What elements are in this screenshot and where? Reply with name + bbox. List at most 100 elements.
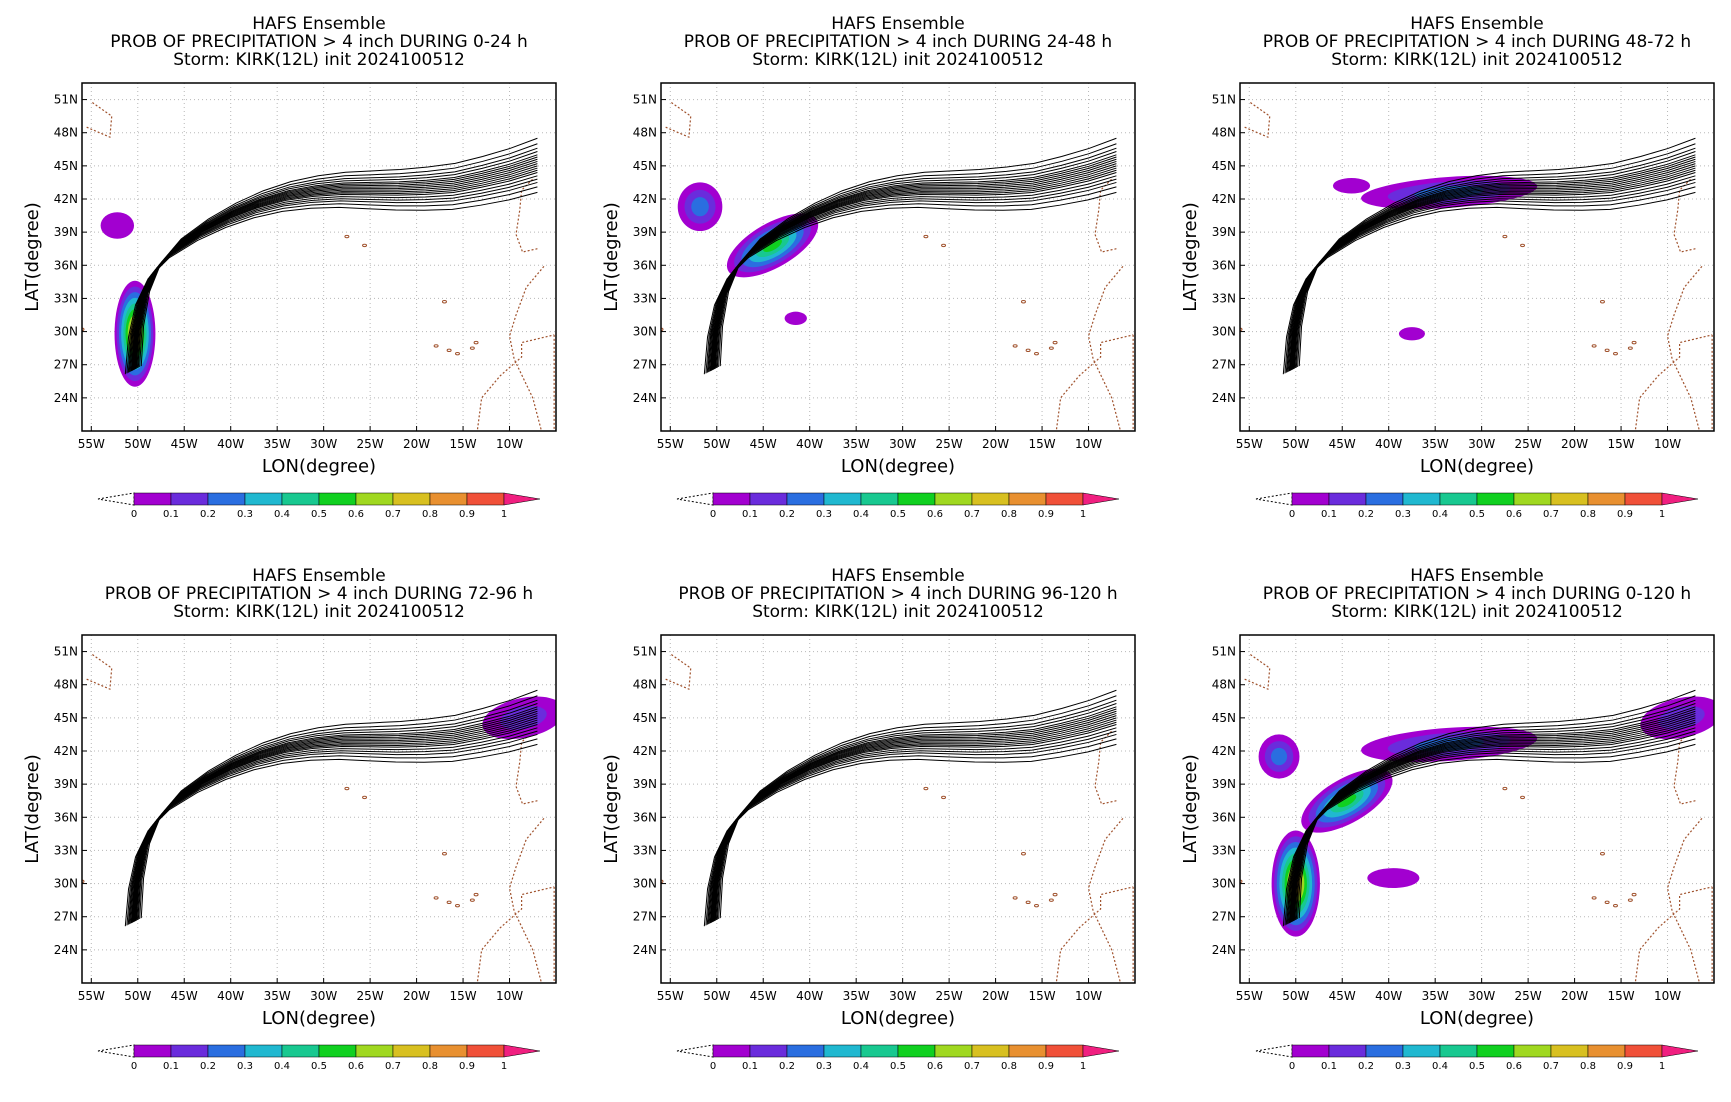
x-axis-label: LON(degree) — [1420, 1008, 1534, 1029]
island — [1502, 786, 1508, 791]
island — [1591, 896, 1597, 900]
colorbar: 0 0.1 0.2 0.3 0.4 0.5 0.6 0.7 0.8 0.9 1 — [97, 492, 541, 520]
x-tick-label: 15W — [1028, 989, 1055, 1003]
x-tick-label: 15W — [1028, 437, 1055, 451]
island — [1520, 795, 1526, 800]
island — [1240, 879, 1243, 884]
coastline-newfoundland — [665, 101, 692, 139]
x-tick-label: 20W — [403, 437, 430, 451]
map-frame — [660, 634, 1136, 984]
colorbar-segment — [1476, 492, 1515, 506]
coastline-1 — [1094, 730, 1117, 805]
coastline-newfoundland — [86, 101, 113, 139]
x-axis-label: LON(degree) — [1420, 456, 1534, 477]
panel-title-product: PROB OF PRECIPITATION > 4 inch DURING 0-… — [110, 32, 528, 52]
coastline-2 — [1634, 886, 1713, 983]
island — [454, 351, 460, 356]
ensemble-track — [708, 727, 1117, 924]
coastline-1 — [1094, 178, 1117, 253]
colorbar-label: 0.4 — [853, 1061, 869, 1072]
ensemble-track — [1287, 175, 1696, 372]
ensemble-track — [719, 137, 1117, 367]
colorbar-segment — [1513, 1044, 1552, 1058]
colorbar-segment — [1587, 492, 1626, 506]
y-tick-label: 42N — [54, 744, 78, 758]
ensemble-track — [140, 689, 538, 919]
island — [1612, 903, 1618, 908]
y-tick-label: 39N — [54, 225, 78, 239]
colorbar-label: 0.9 — [459, 509, 475, 520]
colorbar: 0 0.1 0.2 0.3 0.4 0.5 0.6 0.7 0.8 0.9 1 — [676, 1044, 1120, 1072]
x-tick-label: 35W — [843, 437, 870, 451]
x-axis-label: LON(degree) — [262, 1008, 376, 1029]
coastline-2 — [476, 334, 555, 431]
island — [473, 892, 479, 897]
x-tick-label: 55W — [78, 437, 105, 451]
colorbar-segment — [429, 1044, 468, 1058]
x-axis-label: LON(degree) — [841, 1008, 955, 1029]
y-axis-label: LAT(degree) — [22, 202, 43, 311]
colorbar-segment — [244, 1044, 283, 1058]
colorbar-label: 0.3 — [1395, 509, 1411, 520]
x-tick-label: 20W — [403, 989, 430, 1003]
coastline-newfoundland — [1244, 653, 1271, 691]
ensemble-track — [718, 143, 1117, 367]
colorbar-segment — [170, 492, 209, 506]
y-tick-label: 42N — [1212, 744, 1236, 758]
colorbar-label: 0.1 — [163, 1061, 179, 1072]
x-tick-label: 55W — [1236, 437, 1263, 451]
ensemble-track — [1297, 143, 1696, 367]
y-tick-label: 51N — [633, 93, 657, 107]
y-tick-label: 39N — [633, 777, 657, 791]
x-tick-label: 20W — [1561, 437, 1588, 451]
x-tick-label: 30W — [310, 437, 337, 451]
colorbar-segment — [392, 1044, 431, 1058]
y-tick-label: 39N — [633, 225, 657, 239]
y-axis-label: LAT(degree) — [1180, 754, 1201, 863]
colorbar-label: 0.5 — [890, 1061, 906, 1072]
precip-level — [691, 197, 709, 217]
precip-area — [1301, 768, 1393, 833]
map-area — [82, 83, 556, 431]
island — [1033, 903, 1039, 908]
colorbar-segment — [1365, 492, 1404, 506]
colorbar-label: 0 — [1289, 1061, 1295, 1072]
colorbar-segment — [133, 492, 172, 506]
ensemble-track — [718, 695, 1117, 919]
y-tick-label: 42N — [633, 192, 657, 206]
island — [446, 348, 452, 353]
island — [1052, 892, 1058, 897]
ensemble-track — [708, 175, 1117, 372]
colorbar-segment — [823, 1044, 862, 1058]
colorbar-label: 0.5 — [1469, 509, 1485, 520]
island — [1599, 852, 1605, 856]
map-area — [82, 635, 556, 983]
island — [1033, 351, 1039, 356]
ensemble-track — [710, 169, 1117, 371]
x-tick-label: 45W — [1329, 989, 1356, 1003]
colorbar-segment — [355, 492, 394, 506]
y-tick-label: 33N — [633, 291, 657, 305]
ensemble-track — [131, 721, 538, 923]
y-tick-label: 33N — [54, 843, 78, 857]
y-tick-label: 24N — [1212, 943, 1236, 957]
island — [433, 344, 439, 348]
y-tick-label: 48N — [54, 678, 78, 692]
colorbar-label: 0.2 — [200, 509, 216, 520]
island — [1604, 900, 1610, 905]
precip-level — [1398, 327, 1425, 341]
colorbar-label: 0.7 — [1543, 1061, 1559, 1072]
coastline-0 — [1666, 264, 1704, 431]
colorbar-label: 0 — [131, 1061, 137, 1072]
ensemble-track — [705, 186, 1117, 374]
y-tick-label: 36N — [54, 258, 78, 272]
colorbar-segment — [1365, 1044, 1404, 1058]
island — [1012, 896, 1018, 900]
map-area — [1240, 83, 1714, 431]
colorbar-segment — [429, 492, 468, 506]
colorbar-segment — [749, 1044, 788, 1058]
colorbar-label: 0.4 — [274, 1061, 290, 1072]
